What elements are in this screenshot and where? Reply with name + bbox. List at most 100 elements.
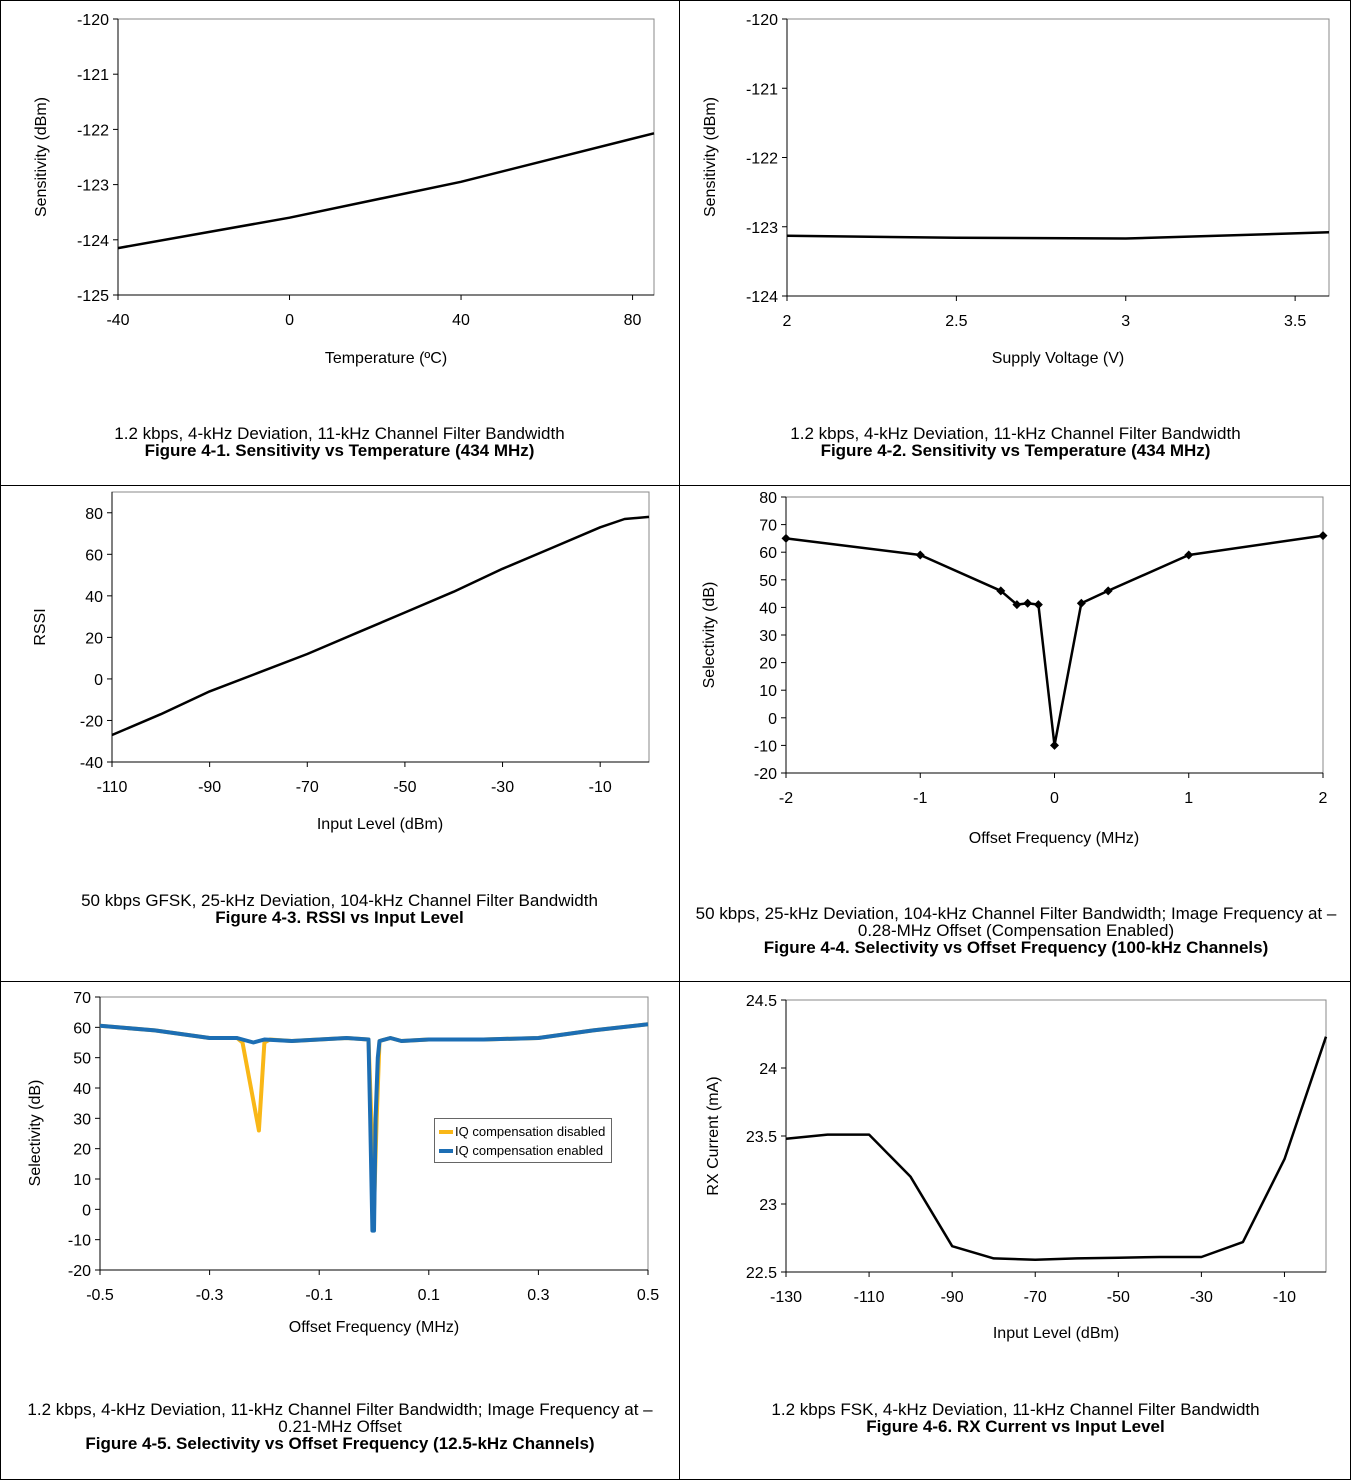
x-tick-label: 0.1 bbox=[418, 1287, 440, 1304]
grid-divider-row1 bbox=[0, 485, 1351, 486]
y-tick-label: 80 bbox=[759, 490, 777, 507]
y-tick-label: 22.5 bbox=[746, 1265, 777, 1282]
y-axis-title: Sensitivity (dBm) bbox=[702, 97, 719, 217]
y-tick-label: 50 bbox=[759, 573, 777, 590]
data-point-marker bbox=[1050, 740, 1059, 750]
y-tick-label: -20 bbox=[68, 1263, 91, 1280]
y-tick-label: 20 bbox=[73, 1142, 91, 1159]
caption-block-c3: 50 kbps GFSK, 25-kHz Deviation, 104-kHz … bbox=[0, 892, 679, 926]
y-axis-title: Selectivity (dB) bbox=[27, 1080, 44, 1187]
x-tick-label: -130 bbox=[770, 1289, 802, 1306]
y-tick-label: -125 bbox=[77, 288, 109, 305]
y-tick-label: -122 bbox=[77, 122, 109, 139]
y-tick-label: 80 bbox=[85, 506, 103, 523]
y-tick-label: 0 bbox=[768, 711, 777, 728]
x-tick-label: -110 bbox=[854, 1289, 885, 1306]
x-axis-title: Offset Frequency (MHz) bbox=[969, 830, 1139, 847]
data-point-marker bbox=[1012, 600, 1022, 610]
caption-block-c1: 1.2 kbps, 4-kHz Deviation, 11-kHz Channe… bbox=[0, 425, 679, 459]
x-tick-label: 2 bbox=[1319, 790, 1328, 807]
x-tick-label: 3 bbox=[1121, 313, 1130, 330]
x-tick-label: 80 bbox=[624, 312, 642, 329]
x-tick-label: -90 bbox=[198, 779, 221, 796]
y-tick-label: 0 bbox=[94, 672, 103, 689]
data-point-marker bbox=[781, 533, 791, 543]
y-tick-label: 70 bbox=[759, 518, 777, 535]
y-tick-label: -124 bbox=[77, 233, 109, 250]
y-tick-label: 40 bbox=[85, 589, 103, 606]
data-point-marker bbox=[1318, 531, 1328, 541]
series-line-0 bbox=[117, 132, 655, 250]
data-point-marker bbox=[1076, 598, 1086, 608]
x-tick-label: -50 bbox=[393, 779, 416, 796]
chart-caption: 1.2 kbps, 4-kHz Deviation, 11-kHz Channe… bbox=[27, 1400, 653, 1436]
x-tick-label: -30 bbox=[1190, 1289, 1213, 1306]
chart-selectivity-12-5khz: -20 -10 0 10 20 30 40 50 60 70 -0.5 -0.3 -0.1 0.1 0.3 0… bbox=[27, 990, 659, 1336]
figure-title: Figure 4-2. Sensitivity vs Temperature (… bbox=[820, 441, 1211, 460]
chart-legend: IQ compensation disabled IQ compensation… bbox=[434, 1118, 613, 1163]
y-axis-title: RX Current (mA) bbox=[705, 1076, 722, 1195]
y-tick-label: 23.5 bbox=[746, 1129, 777, 1146]
series-line-0 bbox=[786, 231, 1330, 240]
y-tick-label: -122 bbox=[746, 151, 778, 168]
y-tick-label: -120 bbox=[746, 12, 778, 29]
caption-block-c2: 1.2 kbps, 4-kHz Deviation, 11-kHz Channe… bbox=[680, 425, 1351, 459]
data-point-marker bbox=[915, 550, 925, 560]
y-tick-label: -20 bbox=[80, 713, 103, 730]
y-tick-label: -123 bbox=[746, 220, 778, 237]
y-tick-label: 24 bbox=[759, 1061, 777, 1078]
y-tick-label: 50 bbox=[73, 1051, 91, 1068]
x-tick-label: -70 bbox=[1024, 1289, 1047, 1306]
legend-label: IQ compensation disabled bbox=[455, 1124, 606, 1139]
y-tick-label: 60 bbox=[73, 1020, 91, 1037]
y-tick-label: -121 bbox=[77, 67, 109, 84]
x-tick-label: -70 bbox=[296, 779, 319, 796]
y-tick-label: 23 bbox=[759, 1197, 777, 1214]
x-tick-label: -10 bbox=[589, 779, 612, 796]
chart-caption: 1.2 kbps, 4-kHz Deviation, 11-kHz Channe… bbox=[114, 424, 565, 443]
data-point-marker bbox=[996, 586, 1006, 596]
x-tick-label: -40 bbox=[106, 312, 129, 329]
legend-item-enabled: IQ compensation enabled bbox=[439, 1141, 605, 1160]
caption-block-c4: 50 kbps, 25-kHz Deviation, 104-kHz Chann… bbox=[684, 905, 1348, 956]
x-tick-label: -110 bbox=[97, 779, 128, 796]
y-tick-label: 40 bbox=[759, 600, 777, 617]
y-tick-label: -121 bbox=[746, 81, 778, 98]
y-tick-label: -123 bbox=[77, 178, 109, 195]
y-tick-label: -120 bbox=[77, 12, 109, 29]
chart-caption: 1.2 kbps FSK, 4-kHz Deviation, 11-kHz Ch… bbox=[771, 1400, 1260, 1419]
figure-title: Figure 4-3. RSSI vs Input Level bbox=[215, 908, 464, 927]
y-tick-label: 30 bbox=[759, 628, 777, 645]
data-point-marker bbox=[1103, 586, 1113, 596]
plot-area bbox=[785, 999, 1327, 1273]
chart-sensitivity-vs-supply-voltage: -124 -123 -122 -121 -120 2 2.5 3 3.5 Supply Volta… bbox=[702, 12, 1330, 367]
figure-title: Figure 4-5. Selectivity vs Offset Freque… bbox=[85, 1434, 595, 1453]
y-tick-label: -10 bbox=[68, 1233, 91, 1250]
x-tick-label: -0.1 bbox=[305, 1287, 333, 1304]
y-tick-label: 0 bbox=[82, 1202, 91, 1219]
chart-rssi-vs-input-level: -40 -20 0 20 40 60 80 -110 -90 -70 -50 -30 -10 Input … bbox=[32, 491, 650, 833]
x-tick-label: -1 bbox=[913, 790, 927, 807]
y-tick-label: 20 bbox=[759, 656, 777, 673]
y-tick-label: 24.5 bbox=[746, 993, 777, 1010]
caption-block-c5: 1.2 kbps, 4-kHz Deviation, 11-kHz Channe… bbox=[14, 1401, 666, 1452]
y-tick-label: -10 bbox=[754, 738, 777, 755]
x-tick-label: -50 bbox=[1107, 1289, 1130, 1306]
figure-title: Figure 4-6. RX Current vs Input Level bbox=[866, 1417, 1165, 1436]
x-tick-label: -2 bbox=[779, 790, 793, 807]
x-tick-label: -90 bbox=[941, 1289, 964, 1306]
data-point-marker bbox=[1033, 600, 1043, 610]
y-axis-title: Sensitivity (dBm) bbox=[33, 97, 50, 217]
x-axis-title: Offset Frequency (MHz) bbox=[289, 1319, 459, 1336]
figure-title: Figure 4-4. Selectivity vs Offset Freque… bbox=[763, 938, 1269, 957]
legend-swatch bbox=[439, 1129, 453, 1134]
x-tick-label: -30 bbox=[491, 779, 514, 796]
caption-block-c6: 1.2 kbps FSK, 4-kHz Deviation, 11-kHz Ch… bbox=[680, 1401, 1351, 1435]
data-point-marker bbox=[1184, 550, 1194, 560]
y-axis-title: RSSI bbox=[32, 608, 49, 645]
chart-caption: 50 kbps, 25-kHz Deviation, 104-kHz Chann… bbox=[695, 904, 1337, 940]
x-tick-label: -10 bbox=[1273, 1289, 1296, 1306]
x-tick-label: 2.5 bbox=[945, 313, 967, 330]
